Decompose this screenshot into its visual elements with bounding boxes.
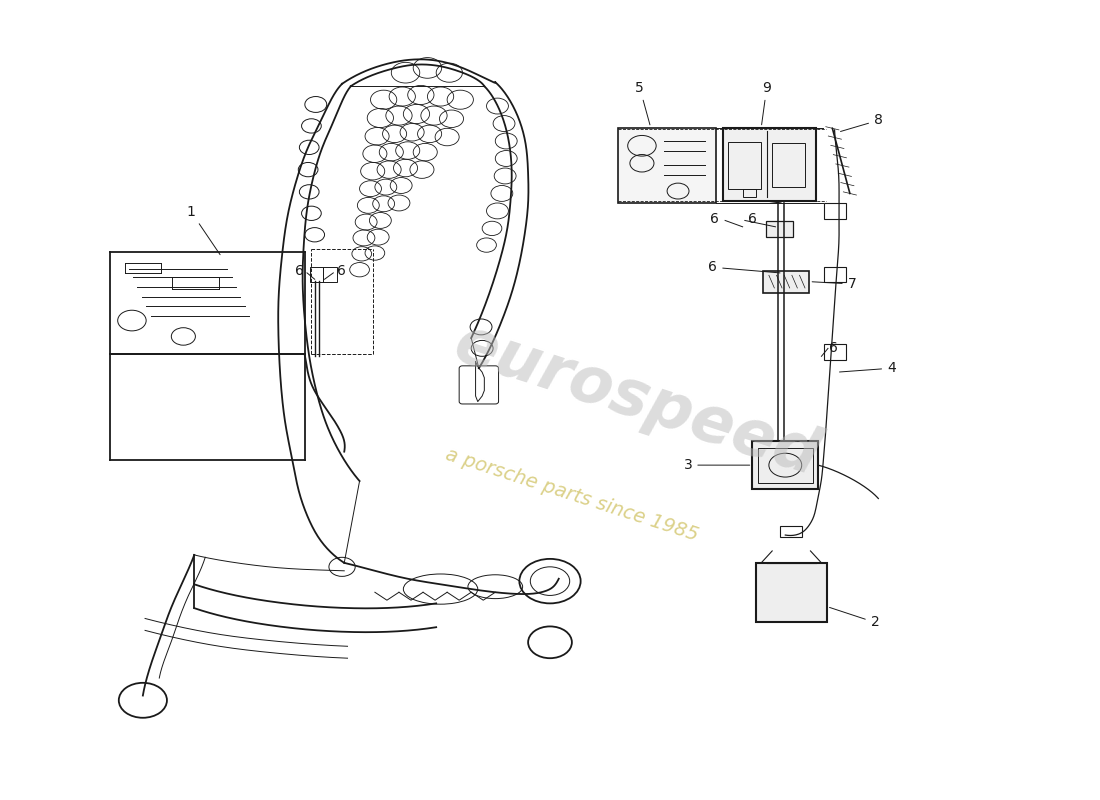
Text: 5: 5 — [636, 81, 650, 125]
Text: 1: 1 — [187, 205, 220, 254]
Text: 3: 3 — [683, 458, 750, 472]
Text: 6: 6 — [337, 264, 345, 278]
FancyBboxPatch shape — [763, 270, 810, 293]
Text: 2: 2 — [829, 607, 879, 630]
Text: 9: 9 — [761, 81, 771, 125]
FancyBboxPatch shape — [756, 563, 827, 622]
Text: a porsche parts since 1985: a porsche parts since 1985 — [443, 446, 701, 546]
Text: eurospeed: eurospeed — [447, 312, 828, 488]
Text: 8: 8 — [840, 114, 883, 131]
Text: 6: 6 — [710, 212, 718, 226]
Text: 6: 6 — [748, 212, 757, 226]
FancyBboxPatch shape — [766, 222, 793, 237]
Text: 4: 4 — [839, 361, 895, 375]
Text: 6: 6 — [829, 342, 838, 355]
FancyBboxPatch shape — [723, 127, 816, 202]
FancyBboxPatch shape — [618, 127, 716, 203]
FancyBboxPatch shape — [752, 442, 818, 489]
Text: 6: 6 — [707, 259, 716, 274]
Text: 6: 6 — [295, 264, 304, 278]
Text: 7: 7 — [812, 277, 857, 291]
